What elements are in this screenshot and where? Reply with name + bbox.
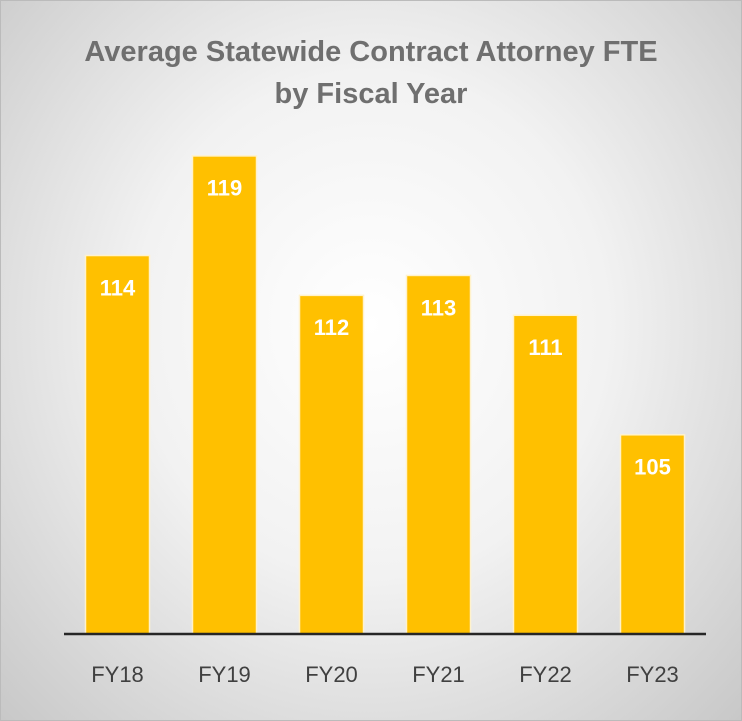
x-tick-label: FY22 — [519, 662, 572, 687]
bar — [84, 254, 151, 635]
bar — [512, 314, 579, 635]
x-tick-label: FY20 — [305, 662, 358, 687]
data-label: 119 — [207, 176, 243, 201]
bar — [191, 155, 258, 635]
chart-title: Average Statewide Contract Attorney FTE … — [84, 36, 658, 110]
x-tick-label: FY21 — [412, 662, 465, 687]
bar — [298, 294, 365, 635]
x-tick-label: FY18 — [91, 662, 144, 687]
data-label: 111 — [528, 335, 562, 360]
data-label: 112 — [314, 315, 350, 340]
x-tick-label: FY23 — [626, 662, 679, 687]
data-label: 105 — [634, 455, 671, 480]
bar — [405, 274, 472, 635]
data-label: 113 — [421, 295, 457, 320]
data-label: 114 — [100, 275, 136, 300]
x-tick-label: FY19 — [198, 662, 251, 687]
